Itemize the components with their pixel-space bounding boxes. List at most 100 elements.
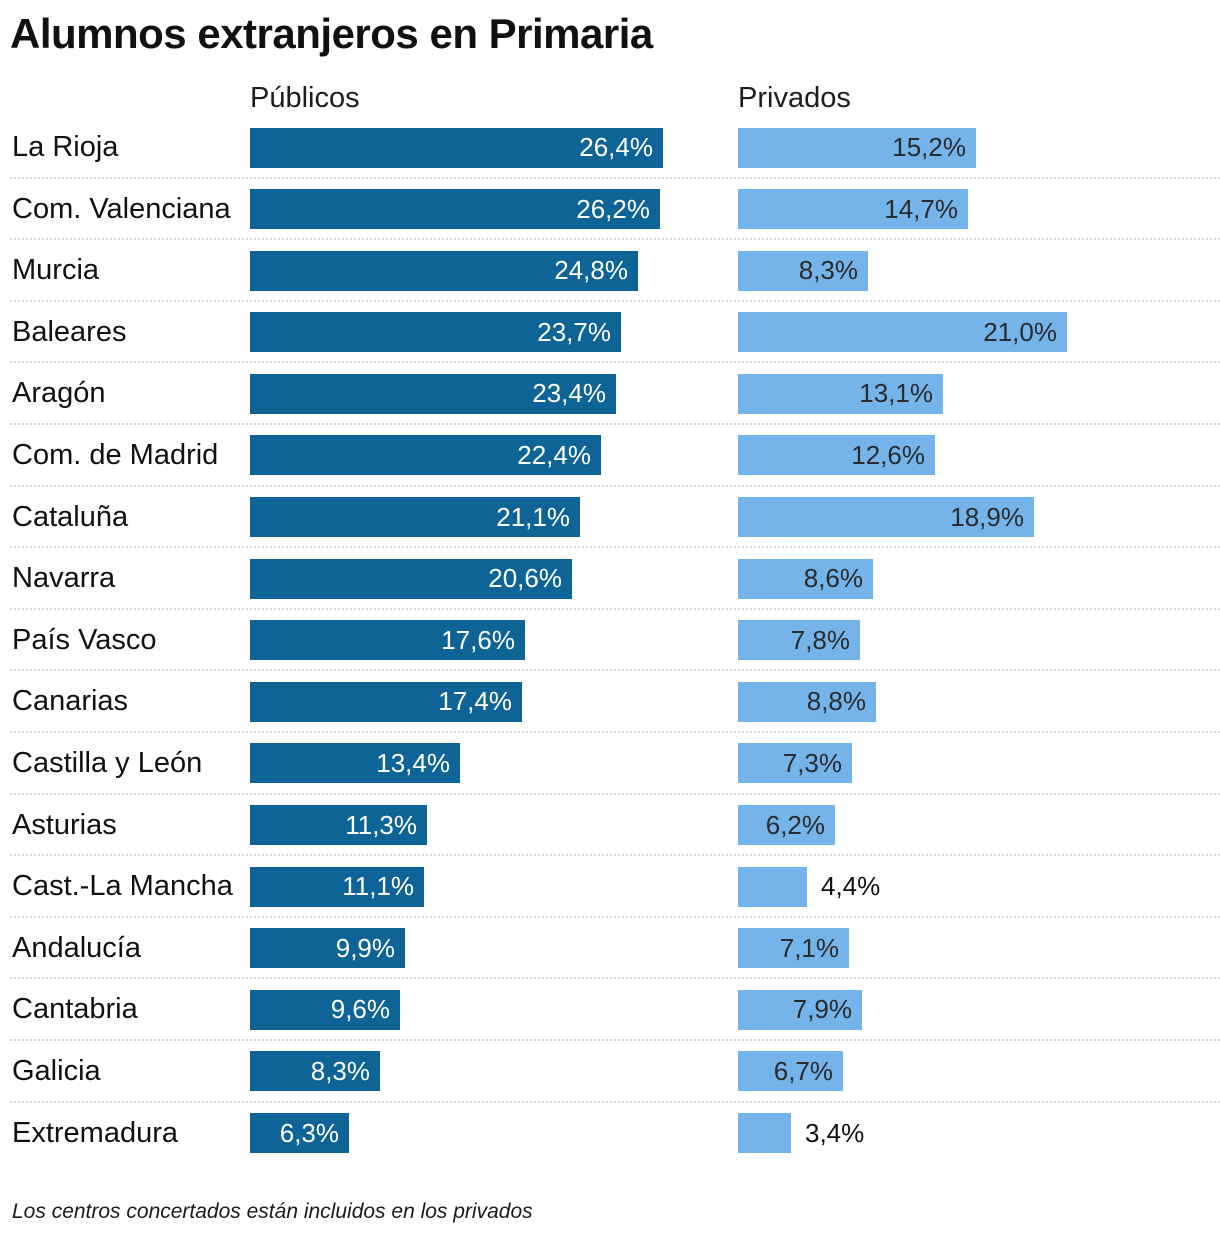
region-label: País Vasco xyxy=(12,623,157,656)
chart-row: Baleares 23,7% 21,0% xyxy=(0,302,1220,364)
public-value-label: 26,2% xyxy=(576,193,650,224)
private-value-label: 7,8% xyxy=(790,624,850,655)
public-bar: 21,1% xyxy=(250,497,580,538)
chart-row: Canarias 17,4% 8,8% xyxy=(0,671,1220,733)
public-bar: 8,3% xyxy=(250,1051,380,1092)
public-bar: 11,1% xyxy=(250,866,424,907)
public-value-label: 13,4% xyxy=(376,747,450,778)
private-value-label: 18,9% xyxy=(950,501,1024,532)
public-value-label: 23,7% xyxy=(537,316,611,347)
public-bar: 17,6% xyxy=(250,620,525,661)
private-bar: 6,2% xyxy=(738,805,835,846)
region-label: Com. de Madrid xyxy=(12,438,219,471)
chart-row: Galicia 8,3% 6,7% xyxy=(0,1041,1220,1103)
private-bar: 8,3% xyxy=(738,250,868,291)
public-bar: 26,2% xyxy=(250,189,660,230)
chart-row: Andalucía 9,9% 7,1% xyxy=(0,918,1220,980)
private-value-label: 6,2% xyxy=(765,809,825,840)
chart-row: La Rioja 26,4% 15,2% xyxy=(0,117,1220,179)
chart-row: Com. Valenciana 26,2% 14,7% xyxy=(0,179,1220,241)
public-value-label: 9,6% xyxy=(330,994,390,1025)
private-value-label: 13,1% xyxy=(859,378,933,409)
region-label: Cast.-La Mancha xyxy=(12,870,233,903)
chart-row: País Vasco 17,6% 7,8% xyxy=(0,610,1220,672)
private-bar: 7,3% xyxy=(738,743,852,784)
private-bar: 14,7% xyxy=(738,189,968,230)
public-bar: 9,9% xyxy=(250,928,405,969)
private-value-label: 7,1% xyxy=(779,932,839,963)
private-bar: 12,6% xyxy=(738,435,935,476)
private-value-label: 15,2% xyxy=(892,132,966,162)
region-label: Galicia xyxy=(12,1054,101,1087)
bar-rows: La Rioja 26,4% 15,2% Com. Valenciana 26,… xyxy=(0,117,1220,1164)
public-bar: 6,3% xyxy=(250,1113,349,1153)
public-bar: 23,7% xyxy=(250,312,621,353)
public-value-label: 11,1% xyxy=(342,871,414,902)
private-value-label: 21,0% xyxy=(983,316,1057,347)
region-label: Castilla y León xyxy=(12,746,203,779)
region-label: Extremadura xyxy=(12,1116,179,1149)
public-value-label: 8,3% xyxy=(310,1055,370,1086)
public-value-label: 6,3% xyxy=(279,1117,339,1148)
private-value-label: 14,7% xyxy=(884,193,958,224)
private-bar: 6,7% xyxy=(738,1051,843,1092)
chart-footnote: Los centros concertados están incluidos … xyxy=(12,1200,533,1223)
private-value-label: 7,3% xyxy=(782,747,842,778)
public-value-label: 24,8% xyxy=(554,255,628,286)
private-value-label: 12,6% xyxy=(851,439,925,470)
chart-row: Extremadura 6,3% 3,4% xyxy=(0,1103,1220,1165)
chart-row: Navarra 20,6% 8,6% xyxy=(0,548,1220,610)
private-bar: 7,1% xyxy=(738,928,849,969)
public-bar: 9,6% xyxy=(250,989,400,1030)
private-bar: 13,1% xyxy=(738,373,943,414)
private-bar: 7,9% xyxy=(738,989,862,1030)
private-bar: 18,9% xyxy=(738,497,1034,538)
private-bar: 8,8% xyxy=(738,681,876,722)
chart-row: Com. de Madrid 22,4% 12,6% xyxy=(0,425,1220,487)
private-value-label: 6,7% xyxy=(773,1055,833,1086)
public-value-label: 26,4% xyxy=(579,132,653,162)
public-value-label: 17,4% xyxy=(438,686,512,717)
private-bar: 7,8% xyxy=(738,620,860,661)
region-label: Andalucía xyxy=(12,931,141,964)
public-value-label: 22,4% xyxy=(517,439,591,470)
chart-row: Murcia 24,8% 8,3% xyxy=(0,240,1220,302)
private-bar: 8,6% xyxy=(738,558,873,599)
public-value-label: 21,1% xyxy=(496,501,570,532)
public-value-label: 23,4% xyxy=(532,378,606,409)
public-bar: 24,8% xyxy=(250,250,638,291)
chart-row: Cantabria 9,6% 7,9% xyxy=(0,979,1220,1041)
chart-row: Cast.-La Mancha 11,1% 4,4% xyxy=(0,856,1220,918)
private-value-label: 8,6% xyxy=(803,563,863,594)
region-label: Aragón xyxy=(12,377,106,410)
private-value-label: 8,3% xyxy=(798,255,858,286)
chart-row: Asturias 11,3% 6,2% xyxy=(0,795,1220,857)
chart-row: Aragón 23,4% 13,1% xyxy=(0,363,1220,425)
public-bar: 17,4% xyxy=(250,681,522,722)
region-label: Navarra xyxy=(12,562,116,595)
column-header-privados: Privados xyxy=(738,82,851,114)
region-label: Asturias xyxy=(12,808,117,841)
public-bar: 22,4% xyxy=(250,435,601,476)
private-value-label: 4,4% xyxy=(821,871,881,902)
region-label: La Rioja xyxy=(12,131,119,163)
public-value-label: 17,6% xyxy=(441,624,515,655)
public-bar: 23,4% xyxy=(250,373,616,414)
chart-title: Alumnos extranjeros en Primaria xyxy=(10,10,653,57)
chart-row: Cataluña 21,1% 18,9% xyxy=(0,487,1220,549)
region-label: Cantabria xyxy=(12,993,138,1026)
region-label: Com. Valenciana xyxy=(12,192,231,225)
public-value-label: 11,3% xyxy=(345,809,417,840)
column-header-publicos: Públicos xyxy=(250,82,360,114)
private-value-label: 7,9% xyxy=(792,994,852,1025)
chart-row: Castilla y León 13,4% 7,3% xyxy=(0,733,1220,795)
public-bar: 20,6% xyxy=(250,558,572,599)
private-value-label: 8,8% xyxy=(806,686,866,717)
private-bar: 15,2% xyxy=(738,127,976,168)
public-bar: 13,4% xyxy=(250,743,460,784)
region-label: Canarias xyxy=(12,685,129,718)
private-value-label: 3,4% xyxy=(805,1117,865,1148)
public-bar: 11,3% xyxy=(250,805,427,846)
private-bar: 3,4% xyxy=(738,1113,864,1153)
